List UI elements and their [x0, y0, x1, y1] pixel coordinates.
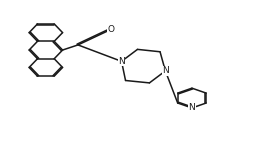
Text: N: N	[189, 104, 195, 112]
Text: O: O	[107, 25, 115, 34]
Text: N: N	[118, 57, 125, 66]
Text: N: N	[162, 66, 169, 75]
